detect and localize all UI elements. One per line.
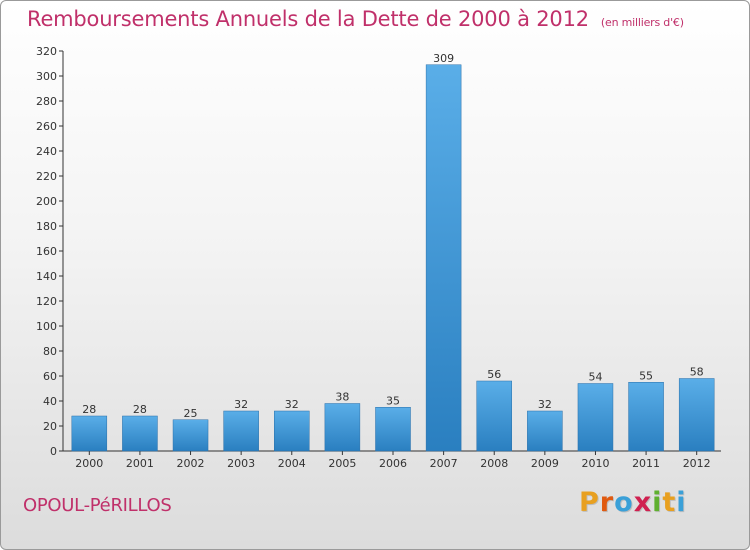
bar [274, 410, 310, 452]
data-label: 28 [82, 403, 96, 416]
x-tick-label: 2007 [430, 457, 458, 470]
title-text: Remboursements Annuels de la Dette de 20… [27, 7, 589, 31]
data-label: 32 [234, 398, 248, 411]
y-tick-label: 80 [43, 345, 57, 358]
data-label: 32 [285, 398, 299, 411]
unit-label: (en milliers d'€) [600, 16, 684, 29]
city-name: OPOUL-PéRILLOS [23, 495, 172, 516]
x-tick-label: 2010 [581, 457, 609, 470]
y-tick-label: 40 [43, 395, 57, 408]
x-tick-label: 2009 [531, 457, 559, 470]
x-tick-label: 2001 [126, 457, 154, 470]
data-label: 35 [386, 394, 400, 407]
x-tick-label: 2006 [379, 457, 407, 470]
bar [71, 415, 108, 452]
data-label: 38 [335, 391, 349, 404]
x-tick-label: 2002 [177, 457, 205, 470]
bar [678, 378, 715, 452]
logo-letter: r [599, 487, 615, 518]
proxiti-logo: Proxiti [579, 487, 687, 518]
x-tick-label: 2000 [75, 457, 103, 470]
y-tick-label: 60 [43, 370, 57, 383]
y-tick-label: 280 [36, 95, 57, 108]
x-tick-label: 2005 [328, 457, 356, 470]
y-tick-label: 100 [36, 320, 57, 333]
data-label: 54 [588, 371, 602, 384]
y-tick-label: 220 [36, 170, 57, 183]
x-tick-label: 2012 [683, 457, 711, 470]
y-tick-label: 20 [43, 420, 57, 433]
y-tick-label: 140 [36, 270, 57, 283]
data-label: 309 [433, 52, 454, 65]
y-tick-label: 0 [50, 445, 57, 458]
bar [223, 410, 259, 452]
y-tick-label: 320 [36, 45, 57, 58]
logo-letter: x [633, 487, 653, 518]
data-label: 55 [639, 369, 653, 382]
y-tick-label: 300 [36, 70, 57, 83]
bar [324, 403, 361, 452]
y-tick-label: 200 [36, 195, 57, 208]
bar [375, 407, 411, 452]
bar [628, 382, 664, 452]
bar [527, 410, 563, 452]
y-tick-label: 120 [36, 295, 57, 308]
logo-letter: P [579, 487, 600, 518]
y-tick-label: 180 [36, 220, 57, 233]
chart-title: Remboursements Annuels de la Dette de 20… [27, 7, 684, 31]
x-tick-label: 2011 [632, 457, 660, 470]
logo-letter: i [652, 487, 663, 518]
y-tick-label: 160 [36, 245, 57, 258]
data-label: 56 [487, 368, 501, 381]
y-tick-label: 240 [36, 145, 57, 158]
data-label: 25 [184, 407, 198, 420]
bar [172, 419, 209, 452]
bar [577, 383, 614, 452]
bar [122, 415, 158, 452]
x-tick-label: 2004 [278, 457, 306, 470]
y-tick-label: 260 [36, 120, 57, 133]
bar [476, 380, 512, 452]
x-tick-label: 2003 [227, 457, 255, 470]
data-label: 32 [538, 398, 552, 411]
data-label: 58 [690, 366, 704, 379]
logo-letter: i [676, 487, 687, 518]
x-tick-label: 2008 [480, 457, 508, 470]
data-label: 28 [133, 403, 147, 416]
logo-letter: o [614, 487, 634, 518]
bar [425, 64, 462, 452]
logo-letter: t [662, 487, 677, 518]
